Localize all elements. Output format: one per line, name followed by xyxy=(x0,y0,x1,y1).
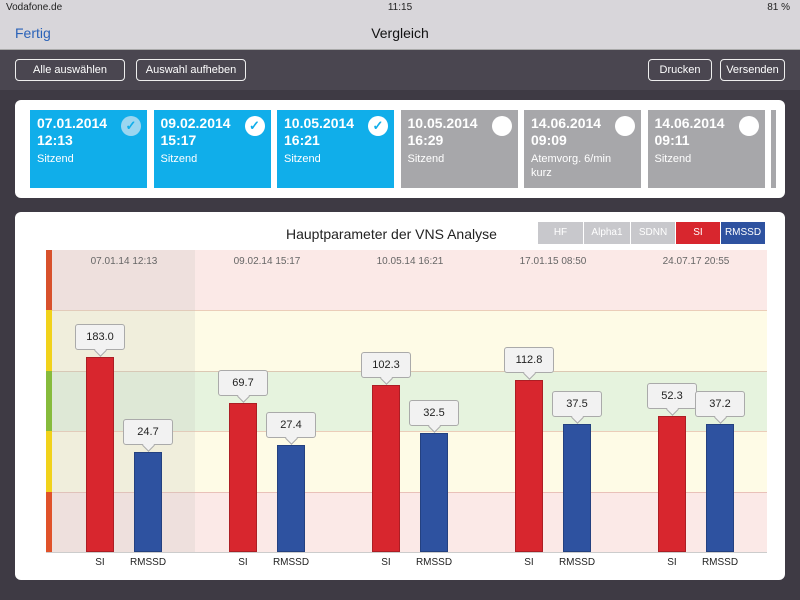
band-red xyxy=(52,250,767,311)
deselect-button[interactable]: Auswahl aufheben xyxy=(136,59,246,81)
value-label: 183.0 xyxy=(75,324,125,351)
send-button[interactable]: Versenden xyxy=(720,59,785,81)
x-axis xyxy=(46,552,767,553)
bar-rmssd[interactable] xyxy=(420,433,448,552)
band-indicator xyxy=(46,250,52,311)
bar-axis-label: RMSSD xyxy=(558,557,596,568)
bar-axis-label: RMSSD xyxy=(272,557,310,568)
highlighted-column xyxy=(52,250,195,552)
legend-toggle-hf[interactable]: HF xyxy=(538,222,583,244)
measurement-card[interactable]: 09.02.2014 15:17 Sitzend ✓ xyxy=(153,110,271,188)
card-date: 14.06.2014 xyxy=(531,115,602,131)
value-label: 37.5 xyxy=(552,390,602,417)
card-time: 16:21 xyxy=(284,132,320,148)
card-type: Sitzend xyxy=(654,153,692,165)
legend-toggle-alpha1[interactable]: Alpha1 xyxy=(584,222,630,244)
done-button[interactable]: Fertig xyxy=(15,25,51,41)
card-type: Sitzend xyxy=(160,153,198,165)
empty-circle-icon[interactable] xyxy=(738,116,759,136)
card-date: 14.06.2014 xyxy=(654,115,725,131)
bar-si[interactable] xyxy=(372,384,400,552)
bar-rmssd[interactable] xyxy=(706,424,734,552)
print-button[interactable]: Drucken xyxy=(648,59,712,81)
carrier: Vodafone.de xyxy=(6,2,63,13)
card-date: 09.02.2014 xyxy=(160,115,231,131)
card-date: 07.01.2014 xyxy=(37,115,108,131)
value-label: 102.3 xyxy=(361,351,411,378)
value-label: 112.8 xyxy=(504,346,554,373)
measurement-card[interactable]: 10.05.2014 16:21 Sitzend ✓ xyxy=(277,110,394,188)
measurement-card[interactable]: 10.05.2014 16:29 Sitzend xyxy=(400,110,518,188)
bar-rmssd[interactable] xyxy=(134,451,162,552)
bar-si[interactable] xyxy=(658,416,686,552)
value-label: 52.3 xyxy=(647,383,697,410)
next-card-edge xyxy=(771,110,776,188)
card-type: Atemvorg. 6/min kurz xyxy=(531,153,612,179)
checkmark-icon[interactable]: ✓ xyxy=(368,116,388,136)
empty-circle-icon[interactable] xyxy=(491,116,512,136)
bar-rmssd[interactable] xyxy=(563,423,591,552)
bar-axis-label: SI xyxy=(667,557,677,568)
measurement-card[interactable]: 14.06.2014 09:09 Atemvorg. 6/min kurz xyxy=(524,110,641,188)
bar-axis-label: SI xyxy=(381,557,391,568)
value-label: 37.2 xyxy=(695,391,745,418)
value-label: 69.7 xyxy=(218,369,268,396)
bar-axis-label: SI xyxy=(524,557,534,568)
bar-si[interactable] xyxy=(229,402,257,552)
card-type: Sitzend xyxy=(37,153,74,165)
checkmark-icon[interactable]: ✓ xyxy=(244,116,265,136)
clock: 11:15 xyxy=(387,2,413,13)
toolbar: Alle auswählen Auswahl aufheben Drucken … xyxy=(0,50,800,90)
band-indicator xyxy=(46,310,52,371)
band-indicator xyxy=(46,431,52,492)
bar-axis-label: RMSSD xyxy=(129,557,167,568)
card-time: 12:13 xyxy=(37,132,73,148)
chart-title: Hauptparameter der VNS Analyse xyxy=(286,226,497,242)
battery: 81 % xyxy=(767,2,790,13)
column-date-label: 09.02.14 15:17 xyxy=(233,256,301,267)
column-date-label: 10.05.14 16:21 xyxy=(376,256,444,267)
band-indicator xyxy=(46,491,52,552)
bar-axis-label: SI xyxy=(95,557,105,568)
column-date-label: 07.01.14 12:13 xyxy=(90,256,158,267)
card-time: 09:11 xyxy=(654,132,690,148)
card-time: 15:17 xyxy=(160,132,197,148)
card-type: Sitzend xyxy=(284,153,321,165)
checkmark-icon[interactable]: ✓ xyxy=(121,116,141,136)
card-type: Sitzend xyxy=(407,153,445,165)
measurement-card[interactable]: 07.01.2014 12:13 Sitzend ✓ xyxy=(30,110,147,188)
value-label: 32.5 xyxy=(409,400,459,427)
bar-axis-label: RMSSD xyxy=(701,557,739,568)
legend-toggle-rmssd[interactable]: RMSSD xyxy=(721,222,765,244)
card-time: 16:29 xyxy=(407,132,444,148)
band-indicator xyxy=(46,370,52,432)
card-time: 09:09 xyxy=(531,132,567,148)
bar-axis-label: SI xyxy=(238,557,248,568)
empty-circle-icon[interactable] xyxy=(615,116,635,136)
column-date-label: 17.01.15 08:50 xyxy=(519,256,587,267)
page-title: Vergleich xyxy=(371,25,429,41)
card-date: 10.05.2014 xyxy=(284,115,355,131)
measurement-list[interactable]: 07.01.2014 12:13 Sitzend ✓ 09.02.2014 15:17 Si… xyxy=(15,100,785,198)
bar-rmssd[interactable] xyxy=(277,444,305,552)
column-date-label: 24.07.17 20:55 xyxy=(662,256,730,267)
status-bar: Vodafone.de 11:15 81 % xyxy=(0,0,800,16)
legend-toggle-si[interactable]: SI xyxy=(676,222,720,244)
band-red xyxy=(52,491,767,552)
select-all-button[interactable]: Alle auswählen xyxy=(15,59,125,81)
value-label: 27.4 xyxy=(266,411,316,438)
measurement-card[interactable]: 14.06.2014 09:11 Sitzend xyxy=(647,110,765,188)
value-label: 24.7 xyxy=(123,418,173,445)
navigation-bar: Fertig Vergleich xyxy=(0,16,800,50)
card-date: 10.05.2014 xyxy=(407,115,478,131)
bar-si[interactable] xyxy=(515,379,543,552)
bar-si[interactable] xyxy=(86,357,114,552)
legend-toggle-sdnn[interactable]: SDNN xyxy=(631,222,675,244)
bar-axis-label: RMSSD xyxy=(415,557,453,568)
